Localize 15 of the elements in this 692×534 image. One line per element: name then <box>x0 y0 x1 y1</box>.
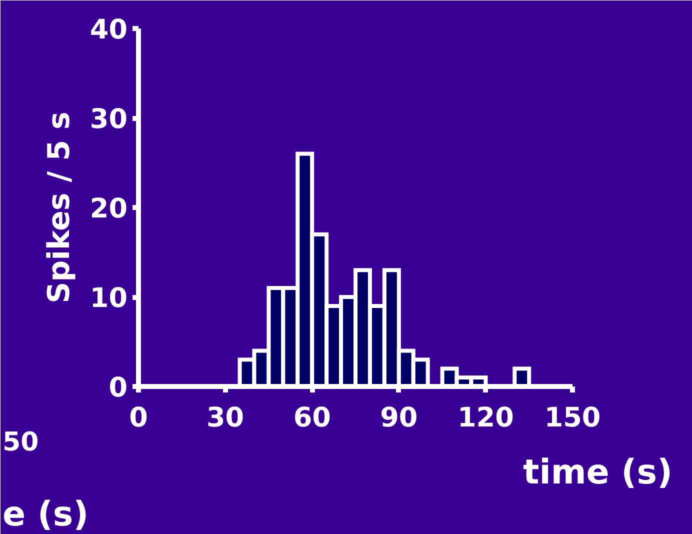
x-axis-title: time (s) <box>522 452 672 492</box>
y-tick-label: 30 <box>90 104 128 135</box>
y-tick-label: 10 <box>90 283 128 314</box>
text: 50 <box>2 428 39 458</box>
y-axis-title: Spikes / 5 s <box>42 112 77 304</box>
text: e (s) <box>2 494 89 534</box>
x-tick-label: 90 <box>380 402 418 434</box>
x-tick-label: 120 <box>458 402 514 434</box>
x-tick-label: 60 <box>293 402 331 434</box>
x-tick-label: 30 <box>206 402 244 434</box>
y-tick-label: 40 <box>90 14 128 46</box>
y-tick-label: 20 <box>90 194 128 224</box>
x-tick-label: 150 <box>544 402 601 434</box>
y-tick-label: 0 <box>108 372 128 404</box>
x-tick-label: 0 <box>129 402 148 434</box>
